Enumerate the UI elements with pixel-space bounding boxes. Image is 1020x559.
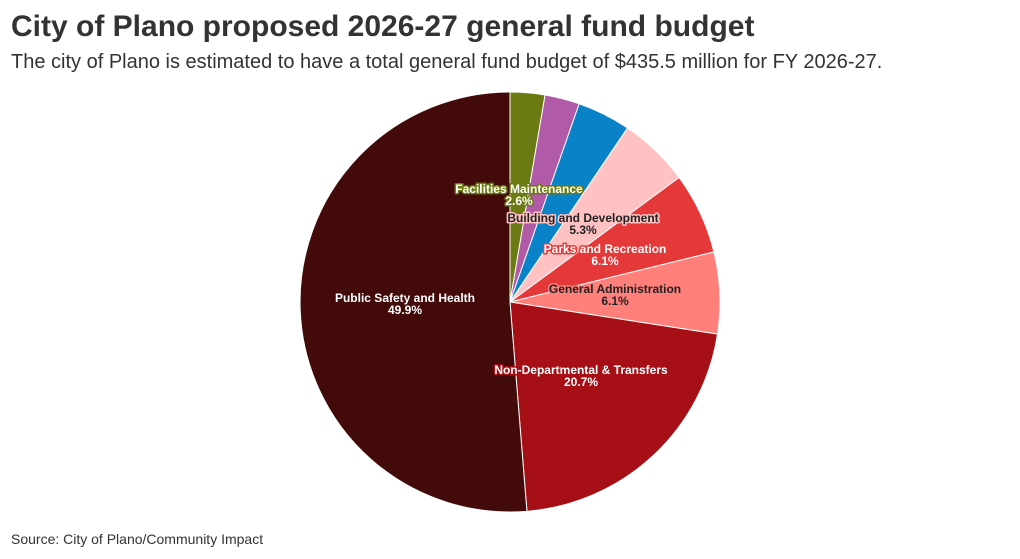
pie-slice-non-departmental-transfers [509,301,719,512]
slice-label-name: Facilities Maintenance [455,182,583,196]
slice-label-value: 5.3% [569,223,597,237]
pie-slices [299,91,721,513]
source-note: Source: City of Plano/Community Impact [11,531,264,547]
slice-label-name: General Administration [549,282,681,296]
slice-label-value: 20.7% [564,375,598,389]
slice-label-name: Building and Development [507,211,658,225]
slice-label-name: Public Safety and Health [335,291,475,305]
slice-label-value: 6.1% [591,254,619,268]
chart-subtitle: The city of Plano is estimated to have a… [11,51,883,73]
slice-label-name: Parks and Recreation [544,242,667,256]
slice-label-name: Non-Departmental & Transfers [494,363,668,377]
slice-label-value: 2.6% [505,194,533,208]
slice-label-value: 6.1% [601,294,629,308]
pie-slice-public-safety-and-health [299,91,528,513]
chart-title: City of Plano proposed 2026-27 general f… [11,10,755,43]
slice-label-value: 49.9% [388,303,422,317]
